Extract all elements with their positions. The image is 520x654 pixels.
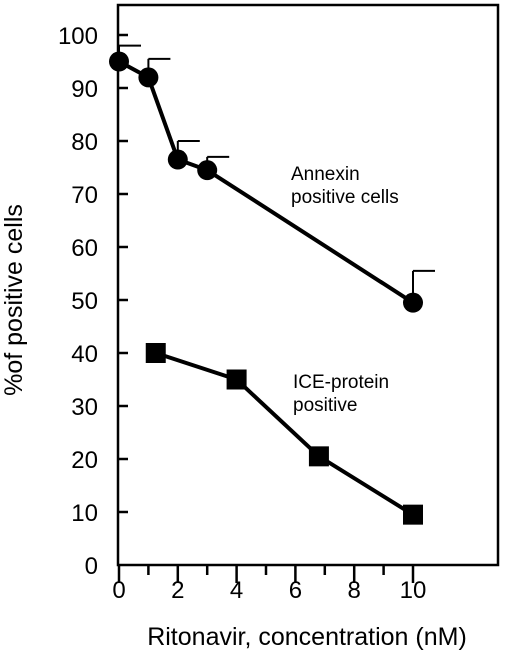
- series-line: [155, 351, 415, 517]
- data-point: [197, 160, 218, 181]
- data-point: [167, 149, 188, 170]
- data-point: [403, 292, 423, 313]
- y-tick-label: 90: [71, 76, 98, 103]
- data-point: [308, 446, 329, 467]
- annotation-layer: Annexin positive cells ICE-protein positive: [291, 164, 399, 416]
- y-tick-label: 20: [71, 447, 98, 474]
- x-axis-title: Ritonavir, concentration (nM): [147, 623, 467, 651]
- series-annotation: Annexin positive cells: [291, 164, 399, 208]
- data-point: [138, 67, 159, 88]
- y-tick-label: 100: [58, 23, 98, 50]
- tick-layer: 0 10 20 30 40 50 60 70 80 90 100 0 2 4 6 8 10: [58, 23, 426, 604]
- x-tick-label: 8: [348, 577, 361, 604]
- y-tick-label: 50: [71, 288, 98, 315]
- series-annotation: ICE-protein positive: [293, 372, 389, 416]
- y-tick-label: 70: [71, 182, 98, 209]
- series-line: [118, 59, 415, 305]
- x-tick-label: 10: [400, 577, 427, 604]
- data-point: [109, 51, 129, 72]
- y-tick-label: 0: [85, 553, 98, 580]
- y-tick-label: 40: [71, 341, 98, 368]
- data-point: [403, 504, 423, 525]
- y-tick-label: 30: [71, 394, 98, 421]
- x-tick-label: 2: [171, 577, 184, 604]
- y-tick-label: 60: [71, 235, 98, 262]
- data-point: [226, 369, 247, 390]
- plot-frame: [116, 3, 500, 567]
- x-tick-label: 4: [230, 577, 243, 604]
- y-tick-label: 80: [71, 129, 98, 156]
- series-layer: [109, 44, 435, 525]
- y-axis-title: %of positive cells: [0, 204, 28, 396]
- data-point: [145, 343, 166, 363]
- y-tick-label: 10: [71, 500, 98, 527]
- x-tick-label: 0: [112, 577, 125, 604]
- x-tick-label: 6: [289, 577, 302, 604]
